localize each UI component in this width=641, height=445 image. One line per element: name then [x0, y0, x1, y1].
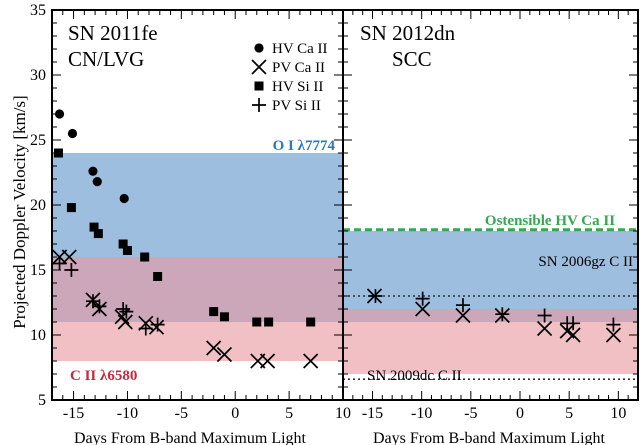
x-axis-label-right: Days From B-band Maximum Light [373, 430, 606, 445]
y-axis-label: Projected Doppler Velocity [km/s] [10, 95, 29, 328]
legend-label-hv-ca: HV Ca II [272, 41, 328, 57]
band-label-oxygen: O I λ7774 [273, 138, 336, 154]
marker-0-2-3 [93, 229, 103, 239]
panel-title-left: SN 2011fe [68, 21, 158, 45]
marker-0-0-3 [92, 177, 102, 187]
marker-0-2-4 [118, 239, 128, 249]
marker-1-0-4 [536, 320, 553, 337]
marker-0-1-11 [259, 353, 276, 369]
reference-lines [343, 228, 638, 380]
band-1-1 [343, 309, 638, 374]
marker-0-2-0 [53, 148, 63, 158]
x-tick-label: -5 [464, 405, 477, 422]
marker-0-2-8 [209, 307, 219, 317]
marker-1-1-1 [415, 291, 430, 306]
y-tick-label: 30 [30, 67, 46, 84]
legend-label-pv-ca: PV Ca II [272, 60, 325, 76]
x-tick-label: 10 [610, 405, 626, 422]
y-tick-label: 35 [30, 2, 46, 19]
legend-label-pv-si: PV Si II [272, 98, 321, 114]
ref-label-2009dc: SN 2009dc C II [367, 368, 462, 384]
marker-0-2-11 [264, 317, 274, 327]
marker-0-0-0 [54, 109, 65, 119]
marker-0-1-7 [148, 319, 165, 335]
panel-subtitle-right: SCC [392, 47, 432, 71]
marker-0-3-3 [92, 299, 107, 314]
y-tick-label: 20 [30, 197, 46, 214]
x-tick-label: -10 [117, 405, 138, 422]
marker-1-0-7 [605, 327, 622, 343]
x-tick-label: 10 [335, 405, 351, 422]
marker-0-2-2 [89, 222, 99, 232]
marker-0-2-1 [66, 203, 76, 213]
marker-1-1-7 [606, 317, 621, 332]
marker-0-0-1 [67, 128, 78, 139]
panel-title-right: SN 2012dn [360, 21, 456, 45]
axes: -15 -10 -5 0 5 10 5 10 15 20 25 30 35 -15 -10 -5 0 5 10 [30, 2, 639, 422]
marker-0-2-5 [122, 246, 132, 255]
marker-1-1-3 [495, 307, 510, 322]
marker-1-1-4 [537, 308, 552, 323]
x-tick-label: 5 [285, 405, 293, 422]
legend-marker-1 [251, 59, 267, 75]
marker-1-1-6 [566, 316, 581, 331]
band-label-carbon: C II λ6580 [70, 368, 137, 384]
band-0-1 [52, 257, 343, 361]
marker-0-3-5 [119, 304, 134, 319]
legend: HV Ca II PV Ca II HV Si II PV Si II [251, 41, 328, 114]
x-tick-label: -15 [362, 405, 383, 422]
marker-0-1-1 [61, 249, 77, 265]
legend-marker-2 [254, 81, 264, 91]
y-tick-label: 10 [30, 327, 46, 344]
y-tick-label: 15 [30, 262, 46, 279]
legend-label-hv-si: HV Si II [272, 79, 323, 95]
x-tick-label: -10 [411, 405, 432, 422]
marker-1-1-0 [368, 289, 383, 303]
y-tick-label: 5 [38, 392, 46, 409]
marker-0-3-1 [64, 263, 79, 277]
y-tick-label: 25 [30, 132, 46, 149]
marker-1-0-6 [565, 327, 581, 343]
x-tick-label: -15 [63, 405, 84, 422]
marker-0-2-9 [219, 312, 229, 322]
marker-0-0-4 [119, 193, 129, 204]
velocity-bands [52, 153, 638, 374]
marker-1-0-2 [455, 307, 471, 324]
marker-0-1-12 [303, 353, 319, 369]
marker-0-3-7 [150, 317, 165, 332]
x-axis-label-left: Days From B-band Maximum Light [74, 430, 307, 445]
marker-1-0-1 [415, 301, 431, 317]
x-tick-label: 0 [231, 405, 239, 422]
ref-label-ostensible: Ostensible HV Ca II [485, 213, 615, 229]
marker-0-1-9 [216, 346, 233, 363]
marker-0-2-6 [140, 252, 150, 262]
marker-1-1-2 [455, 298, 470, 313]
marker-0-2-12 [306, 317, 316, 327]
x-tick-label: -5 [175, 405, 188, 422]
ref-label-2006gz: SN 2006gz C II [538, 254, 633, 270]
marker-0-0-2 [88, 166, 98, 176]
panel-subtitle-left: CN/LVG [68, 47, 144, 71]
data-markers [51, 109, 622, 369]
marker-0-2-10 [252, 317, 262, 327]
marker-0-3-4 [116, 302, 131, 316]
legend-marker-3 [252, 98, 266, 112]
x-tick-label: 0 [516, 405, 524, 422]
marker-0-1-5 [117, 314, 133, 330]
legend-marker-0 [254, 43, 264, 53]
marker-0-1-8 [206, 340, 222, 356]
marker-0-2-7 [153, 272, 163, 281]
band-1-0 [343, 231, 638, 322]
marker-0-3-0 [52, 256, 67, 271]
x-tick-label: 5 [565, 405, 573, 422]
marker-0-3-6 [138, 321, 153, 336]
